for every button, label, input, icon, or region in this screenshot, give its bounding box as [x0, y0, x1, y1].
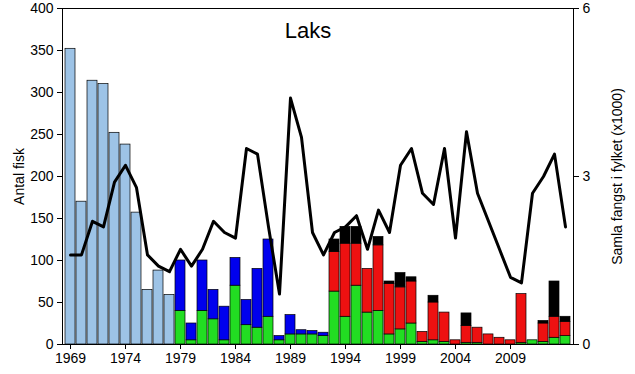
svg-text:1984: 1984 [220, 350, 251, 366]
svg-text:1979: 1979 [165, 350, 196, 366]
svg-text:150: 150 [30, 210, 54, 226]
svg-text:300: 300 [30, 84, 54, 100]
svg-text:0: 0 [583, 336, 591, 352]
svg-text:2009: 2009 [495, 350, 526, 366]
svg-text:2004: 2004 [440, 350, 471, 366]
svg-text:Antal fisk: Antal fisk [11, 147, 27, 205]
svg-text:50: 50 [38, 294, 54, 310]
svg-text:1999: 1999 [385, 350, 416, 366]
svg-text:100: 100 [30, 252, 54, 268]
svg-text:1969: 1969 [55, 350, 86, 366]
svg-text:6: 6 [583, 0, 591, 16]
svg-text:1994: 1994 [330, 350, 361, 366]
svg-text:250: 250 [30, 126, 54, 142]
svg-text:Samla fangst i fylket (x1000): Samla fangst i fylket (x1000) [609, 88, 625, 265]
svg-text:Laks: Laks [285, 18, 331, 43]
svg-text:1989: 1989 [275, 350, 306, 366]
svg-text:200: 200 [30, 168, 54, 184]
svg-text:400: 400 [30, 0, 54, 16]
svg-text:0: 0 [46, 336, 54, 352]
svg-text:3: 3 [583, 168, 591, 184]
svg-text:1974: 1974 [110, 350, 141, 366]
svg-text:350: 350 [30, 42, 54, 58]
